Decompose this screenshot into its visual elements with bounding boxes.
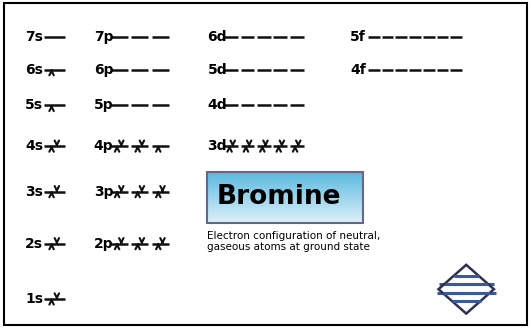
- Bar: [208, 189, 363, 190]
- Bar: [208, 205, 363, 206]
- Bar: [208, 172, 363, 173]
- Text: 2s: 2s: [25, 237, 43, 251]
- Bar: [208, 190, 363, 191]
- Bar: [208, 218, 363, 219]
- Bar: [208, 192, 363, 193]
- Bar: [208, 215, 363, 216]
- Text: 3d: 3d: [208, 139, 227, 153]
- Bar: [208, 205, 363, 206]
- Bar: [208, 195, 363, 196]
- Bar: [208, 210, 363, 211]
- Bar: [208, 181, 363, 182]
- Text: 4p: 4p: [94, 139, 114, 153]
- Bar: [208, 216, 363, 217]
- Bar: [208, 199, 363, 200]
- Bar: [208, 174, 363, 175]
- Bar: [208, 191, 363, 192]
- Bar: [208, 186, 363, 187]
- Bar: [208, 184, 363, 185]
- Bar: [208, 220, 363, 221]
- Bar: [208, 218, 363, 219]
- Text: 4s: 4s: [25, 139, 43, 153]
- Bar: [208, 177, 363, 178]
- Bar: [208, 210, 363, 211]
- Bar: [208, 206, 363, 207]
- Bar: [208, 201, 363, 202]
- Bar: [208, 209, 363, 210]
- Bar: [208, 188, 363, 189]
- Text: 7p: 7p: [94, 30, 113, 44]
- Text: 5f: 5f: [350, 30, 366, 44]
- Bar: [208, 211, 363, 212]
- Text: 2p: 2p: [94, 237, 114, 251]
- Text: 5s: 5s: [25, 98, 43, 113]
- Bar: [208, 214, 363, 215]
- Bar: [208, 184, 363, 185]
- Bar: [208, 193, 363, 194]
- Bar: [208, 214, 363, 215]
- Bar: [208, 221, 363, 222]
- Bar: [208, 194, 363, 195]
- Bar: [208, 176, 363, 177]
- Bar: [208, 208, 363, 209]
- Bar: [208, 200, 363, 201]
- Text: 5p: 5p: [94, 98, 114, 113]
- Bar: [208, 220, 363, 221]
- Text: 3p: 3p: [94, 185, 113, 199]
- Text: 6s: 6s: [25, 63, 43, 77]
- Text: 7s: 7s: [25, 30, 43, 44]
- Bar: [208, 172, 363, 222]
- Bar: [208, 219, 363, 220]
- Bar: [208, 202, 363, 203]
- Bar: [208, 173, 363, 174]
- Bar: [208, 175, 363, 176]
- Bar: [208, 175, 363, 176]
- Bar: [208, 177, 363, 178]
- Bar: [208, 199, 363, 200]
- Text: 5d: 5d: [208, 63, 227, 77]
- Bar: [208, 212, 363, 213]
- Bar: [208, 198, 363, 199]
- Bar: [208, 182, 363, 183]
- Bar: [208, 179, 363, 180]
- Bar: [208, 208, 363, 209]
- Text: 6d: 6d: [208, 30, 227, 44]
- Bar: [208, 213, 363, 214]
- Bar: [208, 197, 363, 198]
- Bar: [208, 185, 363, 186]
- Bar: [208, 196, 363, 197]
- Bar: [208, 196, 363, 197]
- Bar: [208, 182, 363, 183]
- Bar: [208, 203, 363, 204]
- Bar: [208, 191, 363, 192]
- Text: 4f: 4f: [350, 63, 366, 77]
- Bar: [208, 181, 363, 182]
- Bar: [208, 203, 363, 204]
- Bar: [208, 193, 363, 194]
- Bar: [208, 178, 363, 179]
- Bar: [208, 212, 363, 213]
- Bar: [208, 186, 363, 187]
- Bar: [208, 188, 363, 189]
- Bar: [208, 180, 363, 181]
- Text: Electron configuration of neutral,
gaseous atoms at ground state: Electron configuration of neutral, gaseo…: [208, 231, 381, 252]
- Bar: [208, 216, 363, 217]
- Bar: [208, 183, 363, 184]
- Bar: [208, 187, 363, 188]
- Bar: [208, 179, 363, 180]
- Text: 1s: 1s: [25, 292, 43, 306]
- Text: 4d: 4d: [208, 98, 227, 113]
- Text: 6p: 6p: [94, 63, 113, 77]
- Bar: [208, 207, 363, 208]
- Bar: [208, 173, 363, 174]
- Text: Bromine: Bromine: [217, 184, 341, 210]
- Bar: [208, 217, 363, 218]
- Bar: [208, 206, 363, 207]
- Text: 3s: 3s: [25, 185, 43, 199]
- Bar: [208, 204, 363, 205]
- Bar: [208, 201, 363, 202]
